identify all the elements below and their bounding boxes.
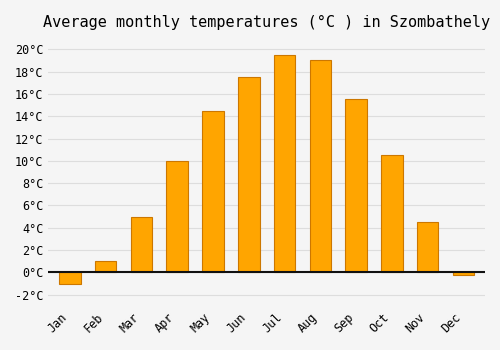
Bar [166,161,188,272]
Bar [310,61,331,272]
Bar [95,261,116,272]
Bar [274,55,295,272]
Bar [453,272,474,275]
Bar [59,272,80,284]
Bar [202,111,224,272]
Title: Average monthly temperatures (°C ) in Szombathely: Average monthly temperatures (°C ) in Sz… [43,15,490,30]
Bar [381,155,402,272]
Bar [238,77,260,272]
Bar [130,217,152,272]
Bar [346,99,367,272]
Bar [417,222,438,272]
